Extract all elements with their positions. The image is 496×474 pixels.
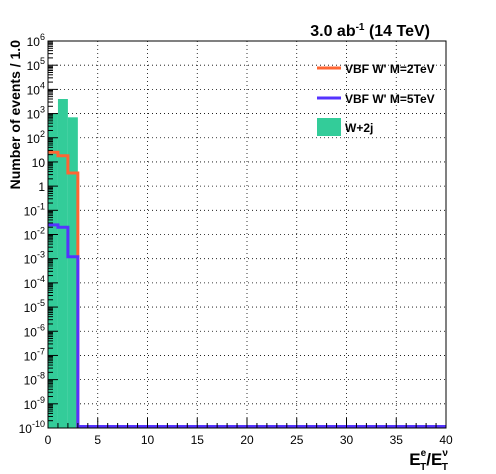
step-line-5tev bbox=[48, 223, 446, 428]
y-tick-label: 10-2 bbox=[24, 226, 45, 243]
y-tick-label: 10-10 bbox=[19, 419, 45, 436]
legend-label: VBF W' M=2TeV bbox=[345, 62, 435, 76]
y-tick-label: 10-5 bbox=[24, 298, 45, 315]
histogram-bar-w2j bbox=[57, 99, 68, 428]
grid bbox=[48, 41, 446, 428]
histogram-bar-w2j bbox=[67, 117, 78, 428]
x-tick-label: 25 bbox=[290, 433, 304, 447]
series-layer bbox=[48, 99, 446, 428]
legend: VBF W' M=2TeV VBF W' M=5TeV W+2j bbox=[317, 62, 435, 136]
y-axis-label: Number of events / 1.0 bbox=[7, 40, 23, 190]
y-tick-label: 104 bbox=[27, 80, 45, 97]
x-tick-label: 35 bbox=[390, 433, 404, 447]
y-tick-label: 10-6 bbox=[24, 322, 45, 339]
chart-title: 3.0 ab-1 (14 TeV) bbox=[310, 22, 430, 40]
legend-label: VBF W' M=5TeV bbox=[345, 92, 435, 106]
y-tick-label: 10-8 bbox=[24, 371, 45, 388]
legend-swatch-w2j bbox=[317, 118, 341, 136]
y-tick-label: 105 bbox=[27, 56, 45, 73]
y-tick-label: 1 bbox=[38, 180, 45, 194]
y-tick-label: 10-3 bbox=[24, 250, 45, 267]
x-tick-label: 0 bbox=[45, 433, 52, 447]
y-tick-label: 10 bbox=[32, 156, 46, 170]
x-tick-label: 15 bbox=[191, 433, 205, 447]
y-tick-label: 10-1 bbox=[24, 201, 45, 218]
axes: 0 5 10 15 20 25 30 35 40 10-10 10-9 10-8 10-7 10-6 10-… bbox=[19, 32, 453, 447]
x-tick-label: 20 bbox=[240, 433, 254, 447]
x-tick-label: 5 bbox=[94, 433, 101, 447]
x-axis-label: Ee T/Eν T bbox=[409, 448, 448, 473]
histogram-bar-w2j bbox=[48, 113, 58, 428]
y-tick-label: 106 bbox=[27, 32, 45, 49]
y-tick-label: 102 bbox=[27, 129, 45, 146]
y-tick-label: 10-9 bbox=[24, 395, 45, 412]
y-tick-label: 103 bbox=[27, 105, 45, 122]
x-tick-label: 10 bbox=[141, 433, 155, 447]
legend-label: W+2j bbox=[345, 121, 373, 135]
y-tick-label: 10-7 bbox=[24, 346, 45, 363]
x-tick-label: 40 bbox=[439, 433, 453, 447]
y-tick-label: 10-4 bbox=[24, 274, 45, 291]
x-tick-label: 30 bbox=[340, 433, 354, 447]
